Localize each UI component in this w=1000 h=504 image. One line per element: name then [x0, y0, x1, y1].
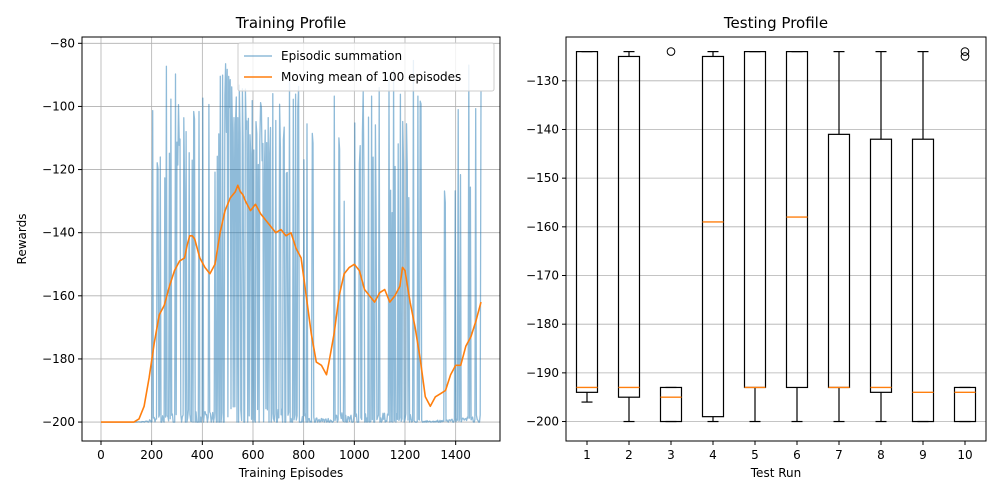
moving-mean-series: [101, 184, 482, 423]
training-x-tick-label: 600: [242, 448, 265, 462]
testing-y-tick-label: −160: [526, 220, 559, 234]
episodic-summation-series: [101, 59, 482, 423]
training-x-ticks: 0 200 400 600 800 1000 1200 1400: [97, 441, 471, 462]
testing-boxes: [575, 47, 977, 423]
box-run-7: [827, 51, 851, 423]
episodic-summation-line: [101, 59, 482, 423]
box-run-8: [869, 51, 893, 423]
testing-y-tick-label: −180: [526, 317, 559, 331]
testing-x-tick-label: 4: [709, 448, 717, 462]
testing-x-tick-label: 9: [919, 448, 927, 462]
training-y-tick-label: −180: [42, 352, 75, 366]
training-y-tick-label: −100: [42, 99, 75, 113]
testing-x-tick-label: 2: [625, 448, 633, 462]
testing-y-tick-label: −150: [526, 171, 559, 185]
training-y-tick-label: −80: [50, 36, 75, 50]
legend-label-moving-mean: Moving mean of 100 episodes: [281, 70, 461, 84]
box-flier: [960, 47, 970, 56]
testing-x-tick-label: 3: [667, 448, 675, 462]
box-iqr: [701, 55, 725, 418]
testing-x-tick-label: 8: [877, 448, 885, 462]
testing-x-tick-label: 10: [957, 448, 972, 462]
training-y-ticks: −200 −180 −160 −140 −120 −100 −80: [42, 36, 82, 429]
testing-grid: [566, 80, 986, 422]
testing-x-tick-label: 5: [751, 448, 759, 462]
box-iqr: [659, 386, 683, 423]
testing-y-tick-label: −130: [526, 74, 559, 88]
training-profile-panel: 0 200 400 600 800 1000 1200 1400 −200 −180 −160 −1…: [15, 14, 501, 480]
training-legend: Episodic summation Moving mean of 100 ep…: [237, 42, 495, 92]
box-flier: [960, 52, 970, 61]
box-run-2: [617, 51, 641, 423]
box-run-1: [575, 51, 599, 403]
box-run-6: [785, 51, 809, 423]
testing-profile-panel: 1 2 3 4 5 6 7 8 9 10 −200 −190 −180 −170 −160 −150 −140…: [526, 14, 987, 480]
training-x-tick-label: 200: [140, 448, 163, 462]
training-axes-frame: [81, 36, 501, 442]
testing-y-ticks: −200 −190 −180 −170 −160 −150 −140 −130: [526, 74, 566, 429]
legend-label-episodic: Episodic summation: [281, 49, 402, 63]
box-iqr: [869, 138, 893, 393]
testing-y-tick-label: −170: [526, 269, 559, 283]
training-y-tick-label: −120: [42, 163, 75, 177]
box-run-10: [953, 47, 977, 423]
box-iqr: [785, 51, 809, 389]
training-y-axis-label: Rewards: [15, 214, 29, 265]
training-x-axis-label: Training Episodes: [238, 466, 344, 480]
training-x-tick-label: 1400: [440, 448, 471, 462]
box-run-4: [701, 51, 725, 423]
training-title: Training Profile: [235, 14, 347, 32]
training-x-tick-label: 1000: [339, 448, 370, 462]
training-x-tick-label: 0: [97, 448, 105, 462]
box-iqr: [911, 138, 935, 423]
testing-y-tick-label: −190: [526, 366, 559, 380]
training-x-tick-label: 1200: [390, 448, 421, 462]
testing-x-ticks: 1 2 3 4 5 6 7 8 9 10: [583, 441, 973, 462]
testing-title: Testing Profile: [723, 14, 828, 32]
box-iqr: [617, 55, 641, 398]
testing-x-tick-label: 7: [835, 448, 843, 462]
box-run-3: [659, 47, 683, 423]
testing-axes-frame: [565, 36, 987, 442]
legend-box: [237, 42, 495, 92]
moving-mean-line: [101, 184, 482, 423]
testing-y-tick-label: −140: [526, 122, 559, 136]
box-run-5: [743, 51, 767, 423]
box-flier: [666, 47, 676, 56]
box-run-9: [911, 51, 935, 423]
box-iqr: [953, 386, 977, 423]
testing-y-tick-label: −200: [526, 415, 559, 429]
training-x-tick-label: 800: [292, 448, 315, 462]
testing-x-tick-label: 1: [583, 448, 591, 462]
training-y-tick-label: −200: [42, 415, 75, 429]
training-y-tick-label: −140: [42, 226, 75, 240]
training-y-tick-label: −160: [42, 289, 75, 303]
training-x-tick-label: 400: [191, 448, 214, 462]
testing-x-axis-label: Test Run: [750, 466, 801, 480]
testing-x-tick-label: 6: [793, 448, 801, 462]
box-iqr: [575, 51, 599, 393]
